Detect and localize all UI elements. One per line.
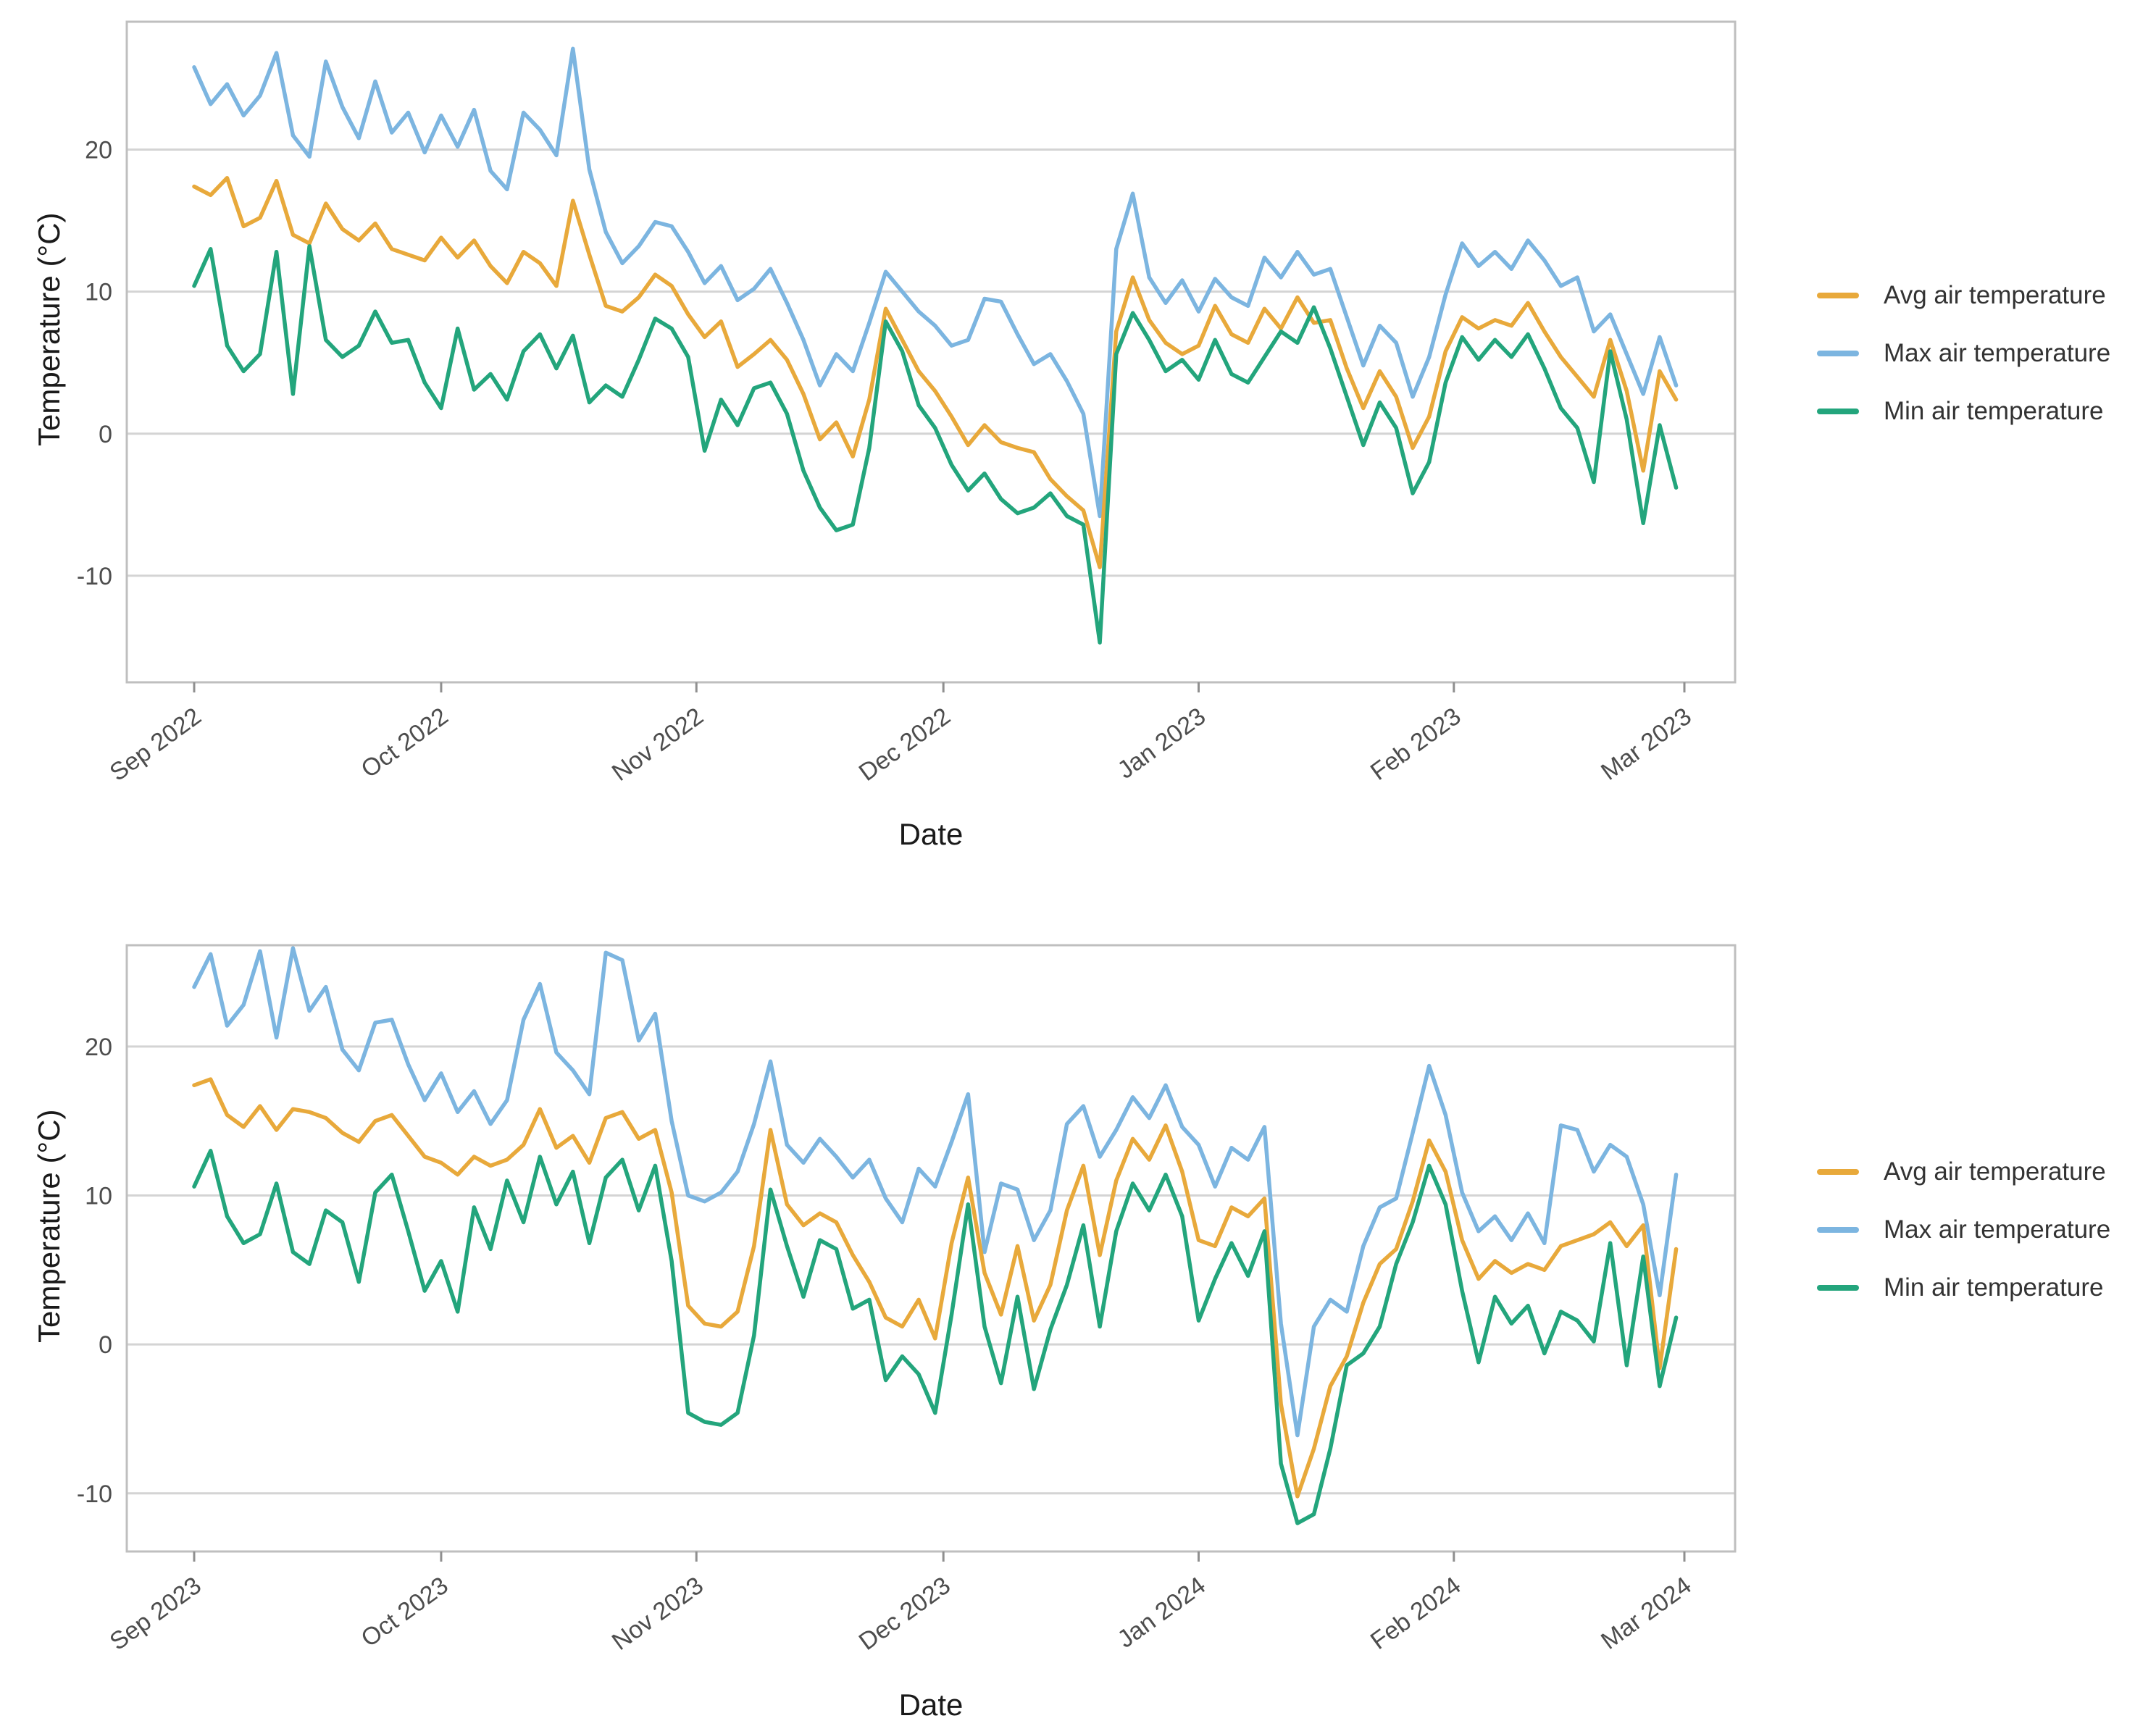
y-tick-label: 10	[85, 279, 112, 306]
legend-item-avg: Avg air temperature	[1817, 281, 2110, 310]
x-axis-title-chart1: Date	[898, 817, 964, 851]
y-tick-label: 20	[85, 137, 112, 164]
y-tick-label: -10	[77, 1480, 112, 1508]
x-tick-label: Nov 2022	[607, 703, 709, 787]
x-tick-label: Sep 2022	[105, 703, 206, 787]
y-tick-label: 0	[99, 1331, 112, 1359]
y-axis-title-chart2: Temperature (°C)	[32, 1109, 66, 1343]
x-tick-label: Jan 2023	[1113, 703, 1211, 784]
max-temperature-line	[192, 46, 1679, 519]
avg-temperature-line	[192, 175, 1679, 569]
x-tick-label: Oct 2022	[356, 703, 454, 784]
chart-2-plot-area: 20 10 0 -10 Sep 2023 Oct 2023 Nov 2023 Dec 2023…	[77, 944, 1737, 1656]
y-axis-title-chart1: Temperature (°C)	[32, 212, 66, 446]
avg-temperature-line	[192, 1077, 1679, 1499]
min-line-swatch	[1817, 409, 1859, 414]
legend-item-max: Max air temperature	[1817, 339, 2110, 368]
max-temperature-line	[192, 946, 1679, 1438]
x-tick-label: Feb 2024	[1366, 1572, 1466, 1655]
legend-chart1: Avg air temperature Max air temperature …	[1817, 281, 2110, 426]
x-tick-label: Mar 2024	[1596, 1572, 1697, 1655]
x-tick-label: Sep 2023	[105, 1572, 206, 1656]
legend-label-avg: Avg air temperature	[1884, 281, 2106, 309]
x-tick-label: Feb 2023	[1366, 703, 1466, 786]
legend-label-min: Min air temperature	[1884, 397, 2104, 425]
x-tick-label: Nov 2023	[607, 1572, 709, 1656]
legend-label-min: Min air temperature	[1884, 1273, 2104, 1302]
y-tick-label: -10	[77, 563, 112, 590]
legend-item-min: Min air temperature	[1817, 397, 2110, 426]
legend-item-min: Min air temperature	[1817, 1273, 2110, 1302]
legend-chart2: Avg air temperature Max air temperature …	[1817, 1157, 2110, 1302]
y-tick-label: 10	[85, 1182, 112, 1210]
min-temperature-line	[192, 244, 1679, 645]
x-tick-label: Oct 2023	[356, 1572, 454, 1653]
x-tick-label: Jan 2024	[1113, 1572, 1211, 1654]
max-line-swatch	[1817, 351, 1859, 356]
x-tick-label: Dec 2023	[854, 1572, 956, 1656]
y-tick-label: 20	[85, 1034, 112, 1061]
avg-line-swatch	[1817, 293, 1859, 298]
chart-1-plot-area: 20 10 0 -10 Sep 2022 Oct 2022 Nov 2022 Dec 2022…	[77, 20, 1737, 787]
x-tick-label: Mar 2023	[1596, 703, 1697, 786]
avg-line-swatch	[1817, 1169, 1859, 1175]
legend-label-max: Max air temperature	[1884, 339, 2111, 367]
y-tick-label: 0	[99, 421, 112, 448]
min-temperature-line	[192, 1149, 1679, 1525]
min-line-swatch	[1817, 1285, 1859, 1291]
max-line-swatch	[1817, 1227, 1859, 1233]
legend-label-max: Max air temperature	[1884, 1215, 2111, 1244]
legend-label-avg: Avg air temperature	[1884, 1157, 2106, 1186]
legend-item-avg: Avg air temperature	[1817, 1157, 2110, 1186]
x-tick-label: Dec 2022	[854, 703, 956, 787]
legend-item-max: Max air temperature	[1817, 1215, 2110, 1244]
x-axis-title-chart2: Date	[898, 1688, 964, 1722]
